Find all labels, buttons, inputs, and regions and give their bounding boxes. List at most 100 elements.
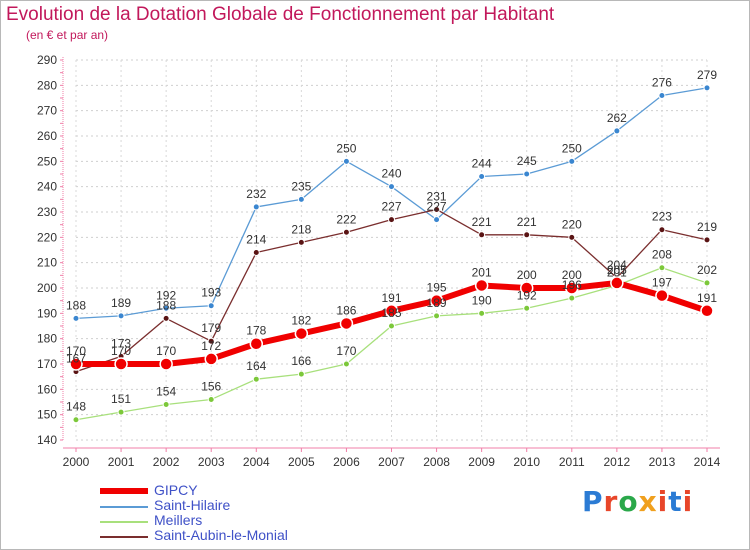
data-point [565,281,579,295]
data-point [433,312,441,320]
data-point [249,336,264,351]
data-point [72,416,80,424]
data-label: 173 [111,336,131,350]
data-point [568,233,576,241]
legend-swatch [100,488,148,494]
data-label: 170 [336,344,356,358]
data-point [207,337,215,345]
y-tick-label: 290 [37,53,57,67]
data-point [433,205,441,213]
data-point [252,249,260,257]
data-label: 188 [156,298,176,312]
data-label: 276 [652,75,672,89]
data-label: 222 [336,212,356,226]
data-point [114,357,128,371]
data-label: 227 [427,200,447,214]
legend-swatch [100,506,148,508]
data-point [388,183,395,191]
data-label: 182 [291,314,311,328]
x-tick-label: 2011 [559,455,585,469]
data-point [207,302,215,310]
data-label: 164 [246,359,266,373]
data-label: 231 [427,189,447,203]
data-label: 250 [336,141,356,155]
data-label: 170 [156,344,176,358]
data-point [474,278,489,293]
data-label: 191 [381,291,401,305]
y-tick-label: 260 [37,129,57,143]
data-point [342,157,350,165]
data-label: 200 [562,268,582,282]
data-point [568,157,576,165]
data-point [703,279,711,287]
chart-subtitle: (en € et par an) [26,28,109,42]
data-point [117,312,125,320]
x-tick-label: 2006 [333,455,360,469]
data-label: 262 [607,111,627,125]
data-label: 191 [697,291,717,305]
data-label: 200 [517,268,537,282]
data-point [252,375,260,383]
data-point [700,304,714,318]
y-tick-label: 230 [37,205,57,219]
data-label: 193 [201,286,221,300]
data-point [658,264,666,272]
x-tick-label: 2004 [243,455,270,469]
x-tick-label: 2003 [198,455,225,469]
data-label: 172 [201,339,221,353]
y-tick-label: 190 [37,306,57,320]
logo-letter: i [657,485,669,518]
data-point [388,216,395,224]
x-tick-label: 2002 [153,455,180,469]
data-label: 204 [607,258,627,272]
data-point [252,203,260,211]
data-label: 189 [427,296,447,310]
y-tick-label: 150 [37,408,57,422]
chart-title: Evolution de la Dotation Globale de Fonc… [6,4,555,25]
data-label: 208 [652,248,672,262]
data-point [478,173,486,181]
data-label: 223 [652,210,672,224]
y-tick-label: 250 [37,154,57,168]
data-point [207,395,215,403]
x-tick-label: 2005 [288,455,315,469]
data-point [384,304,399,318]
data-label: 227 [381,200,401,214]
data-label: 151 [111,392,131,406]
proxiti-logo: Proxiti [582,485,693,518]
legend-label: Saint-Aubin-le-Monial [154,527,288,543]
data-label: 244 [472,157,492,171]
data-point [162,314,170,322]
x-tick-label: 2007 [378,455,405,469]
data-point [342,228,350,236]
x-tick-label: 2013 [649,455,676,469]
data-label: 245 [517,154,537,168]
data-label: 179 [201,321,221,335]
x-tick-label: 2012 [604,455,631,469]
data-label: 170 [66,344,86,358]
data-label: 178 [246,324,266,338]
x-tick-label: 2014 [694,455,721,469]
data-point [433,216,441,224]
legend-label: GIPCY [154,482,198,498]
data-point [339,316,354,331]
data-point [388,322,395,330]
data-point [429,293,444,308]
data-label: 170 [111,344,131,358]
y-tick-label: 200 [37,281,57,295]
data-label: 154 [156,385,176,399]
x-tick-label: 2000 [63,455,90,469]
data-point [294,326,309,341]
data-label: 167 [66,352,86,366]
data-label: 201 [607,265,627,279]
data-point [658,91,666,99]
data-point [297,370,305,378]
y-tick-label: 210 [37,256,57,270]
data-point [658,226,666,234]
data-label: 220 [562,217,582,231]
legend-swatch [100,536,148,538]
data-point [613,127,621,135]
data-label: 219 [697,220,717,234]
